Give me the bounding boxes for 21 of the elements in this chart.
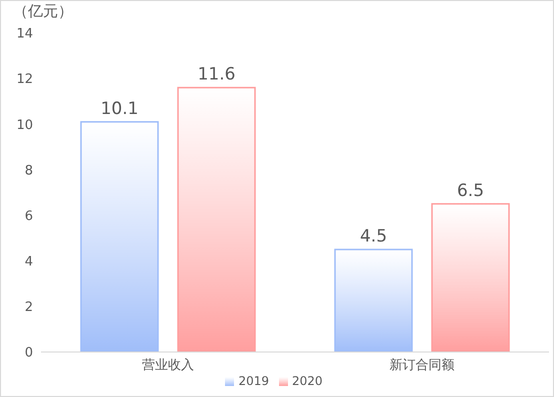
x-tick-label: 新订合同额: [390, 358, 454, 374]
y-tick-label: 6: [24, 208, 33, 224]
y-tick-label: 14: [16, 26, 33, 42]
x-tick-label: 营业收入: [142, 358, 194, 374]
y-axis-title: （亿元）: [13, 2, 73, 21]
y-tick-label: 8: [24, 163, 33, 178]
data-label: 6.5: [456, 180, 484, 201]
y-tick-label: 4: [24, 254, 33, 270]
legend-label: 2019: [238, 374, 269, 388]
legend-label: 2020: [292, 374, 323, 388]
bar: [334, 248, 413, 352]
data-label: 11.6: [198, 64, 236, 85]
y-tick-label: 0: [24, 346, 33, 361]
data-label: 4.5: [360, 226, 388, 246]
y-tick-label: 2: [24, 300, 33, 316]
data-label: 10.1: [100, 98, 138, 119]
bar: [431, 203, 510, 352]
y-tick-label: 12: [16, 72, 33, 88]
y-tick-label: 10: [16, 118, 33, 133]
bar: [177, 86, 256, 352]
bar: [80, 121, 159, 352]
